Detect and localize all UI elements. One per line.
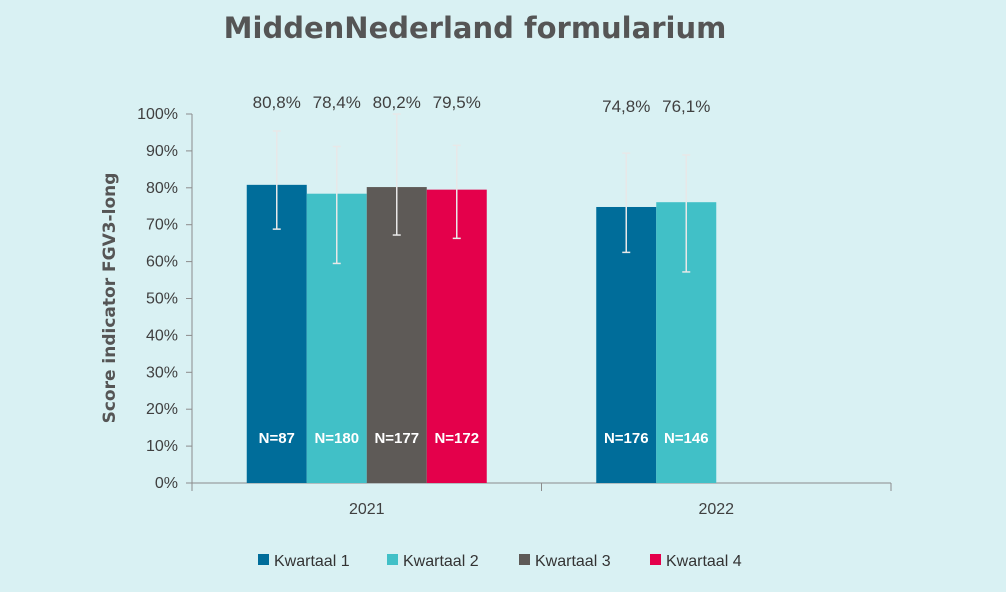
bar — [366, 187, 427, 483]
legend-swatch — [258, 554, 269, 565]
y-tick-label: 70% — [146, 217, 178, 234]
y-tick-label: 40% — [146, 327, 178, 344]
data-label: 80,8% — [253, 93, 301, 112]
legend: Kwartaal 1 Kwartaal 2 Kwartaal 3 Kwartaal 4 — [258, 553, 742, 570]
n-label: N=176 — [604, 430, 649, 447]
n-label: N=172 — [434, 430, 479, 447]
x-tick-label: 2021 — [349, 501, 385, 518]
bar — [246, 184, 307, 483]
y-tick-label: 10% — [146, 438, 178, 455]
y-tick-label: 80% — [146, 180, 178, 197]
data-label: 76,1% — [662, 97, 710, 116]
n-label: N=180 — [314, 430, 359, 447]
data-label: 80,2% — [373, 93, 421, 112]
data-label: 79,5% — [433, 93, 481, 112]
data-label: 74,8% — [602, 97, 650, 116]
y-axis-label: Score indicator FGV3-long — [100, 173, 120, 424]
y-tick-label: 30% — [146, 364, 178, 381]
y-tick-label: 100% — [137, 106, 178, 123]
bars: 80,8% N=87 74,8% N=176 78,4% N=180 76,1% N=146 8… — [246, 93, 717, 484]
n-label: N=87 — [259, 430, 295, 447]
y-tick-label: 60% — [146, 254, 178, 271]
legend-swatch — [650, 554, 661, 565]
n-label: N=146 — [664, 430, 709, 447]
legend-label: Kwartaal 1 — [274, 553, 350, 570]
y-tick-label: 50% — [146, 291, 178, 308]
y-tick-label: 0% — [155, 475, 178, 492]
chart-title: MiddenNederland formularium — [224, 11, 727, 45]
y-tick-label: 90% — [146, 143, 178, 160]
y-tick-label: 20% — [146, 401, 178, 418]
x-tick-label: 2022 — [698, 501, 734, 518]
legend-label: Kwartaal 2 — [403, 553, 479, 570]
legend-label: Kwartaal 4 — [666, 553, 742, 570]
legend-label: Kwartaal 3 — [535, 553, 611, 570]
legend-swatch — [519, 554, 530, 565]
legend-swatch — [387, 554, 398, 565]
data-label: 78,4% — [313, 93, 361, 112]
n-label: N=177 — [374, 430, 419, 447]
